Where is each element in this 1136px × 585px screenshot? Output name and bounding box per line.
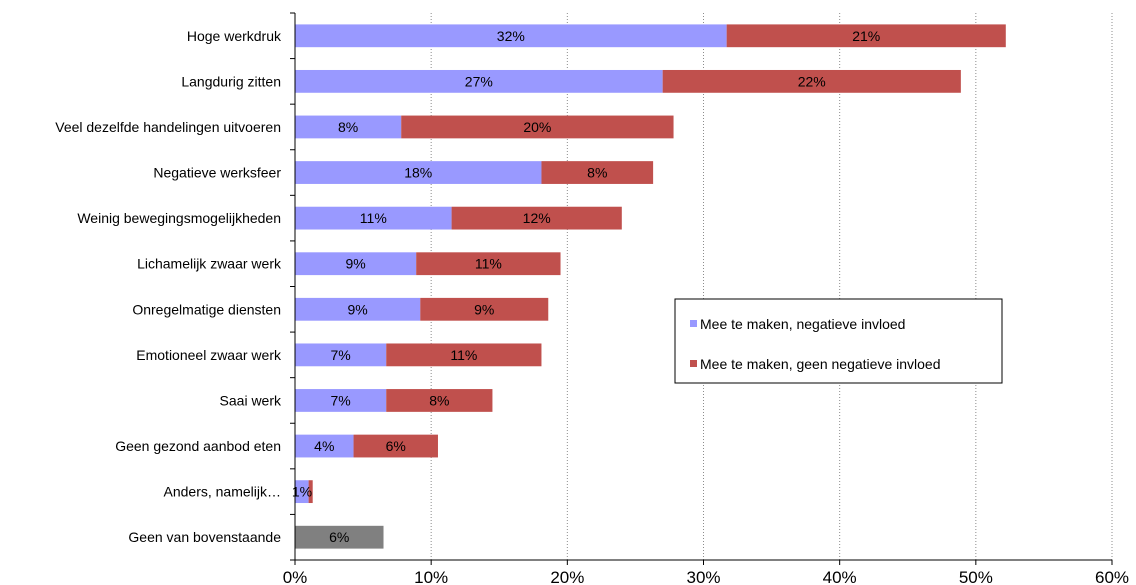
category-label: Hoge werkdruk	[187, 28, 282, 44]
data-label: 9%	[474, 301, 494, 317]
bar-segment	[308, 480, 313, 504]
bar-segment	[662, 69, 961, 93]
category-label: Geen gezond aanbod eten	[115, 438, 281, 454]
bar-segment	[295, 24, 727, 48]
data-label: 9%	[345, 256, 365, 272]
x-tick-label: 20%	[550, 568, 584, 585]
bar-segment	[295, 297, 421, 321]
data-label: 11%	[360, 210, 387, 226]
data-label: 8%	[338, 119, 358, 135]
data-label: 9%	[348, 301, 368, 317]
category-label: Lichamelijk zwaar werk	[137, 256, 282, 272]
data-label: 6%	[329, 529, 349, 545]
legend: Mee te maken, negatieve invloed Mee te m…	[674, 298, 1003, 384]
bar-segment	[420, 297, 549, 321]
legend-swatch-negative	[690, 320, 697, 327]
category-label: Saai werk	[220, 392, 282, 408]
x-tick-label: 60%	[1095, 568, 1129, 585]
legend-label-negative: Mee te maken, negatieve invloed	[700, 316, 905, 332]
bar-segment	[295, 252, 417, 276]
category-label: Weinig bewegingsmogelijkheden	[77, 210, 281, 226]
x-tick-label: 10%	[414, 568, 448, 585]
category-label: Negatieve werksfeer	[153, 165, 281, 181]
bars	[295, 24, 1006, 549]
bar-segment	[541, 161, 654, 184]
data-label: 18%	[404, 165, 432, 181]
data-label: 21%	[852, 28, 880, 44]
data-label: 8%	[587, 165, 607, 181]
category-label: Veel dezelfde handelingen uitvoeren	[55, 119, 281, 135]
legend-label-no-negative: Mee te maken, geen negatieve invloed	[700, 356, 941, 372]
bar-segment	[295, 480, 309, 504]
bar-segment	[295, 434, 354, 458]
category-label: Geen van bovenstaande	[128, 529, 281, 545]
bar-segment	[451, 206, 622, 230]
axes	[290, 12, 1113, 565]
bar-segment	[295, 525, 384, 549]
data-label: 6%	[386, 438, 406, 454]
data-label: 4%	[314, 438, 334, 454]
x-tick-label: 50%	[959, 568, 993, 585]
bar-segment	[295, 206, 452, 230]
bar-segment	[295, 69, 663, 93]
bar-segment	[295, 343, 387, 367]
data-label: 11%	[450, 347, 477, 363]
legend-box	[674, 298, 1003, 384]
x-tick-label: 30%	[686, 568, 720, 585]
category-label: Langdurig zitten	[181, 73, 281, 89]
data-label: 11%	[475, 256, 502, 272]
data-label: 32%	[497, 28, 525, 44]
data-label: 8%	[429, 392, 449, 408]
data-label: 27%	[465, 73, 493, 89]
bar-segment	[386, 389, 493, 412]
category-label: Emotioneel zwaar werk	[136, 347, 282, 363]
bar-segment	[295, 115, 402, 139]
grid	[430, 13, 1113, 560]
data-label: 20%	[523, 119, 551, 135]
data-label: 1%	[292, 484, 312, 500]
x-tick-label: 40%	[823, 568, 857, 585]
data-label: 7%	[330, 347, 350, 363]
bar-segment	[353, 434, 438, 458]
bar-segment	[295, 389, 387, 412]
data-label: 22%	[798, 73, 826, 89]
category-label: Onregelmatige diensten	[132, 301, 281, 317]
x-tick-label: 0%	[283, 568, 308, 585]
data-label: 7%	[330, 392, 350, 408]
bar-segment	[416, 252, 561, 276]
bar-segment	[295, 161, 542, 184]
bar-segment	[726, 24, 1006, 48]
bar-segment	[401, 115, 674, 139]
bar-segment	[386, 343, 542, 367]
labels: 0% 10% 20% 30% 40% 50% 60% Hoge werkdruk Langdur…	[55, 28, 1129, 585]
data-label: 12%	[523, 210, 551, 226]
legend-swatch-no-negative	[690, 360, 697, 367]
category-label: Anders, namelijk…	[164, 484, 282, 500]
